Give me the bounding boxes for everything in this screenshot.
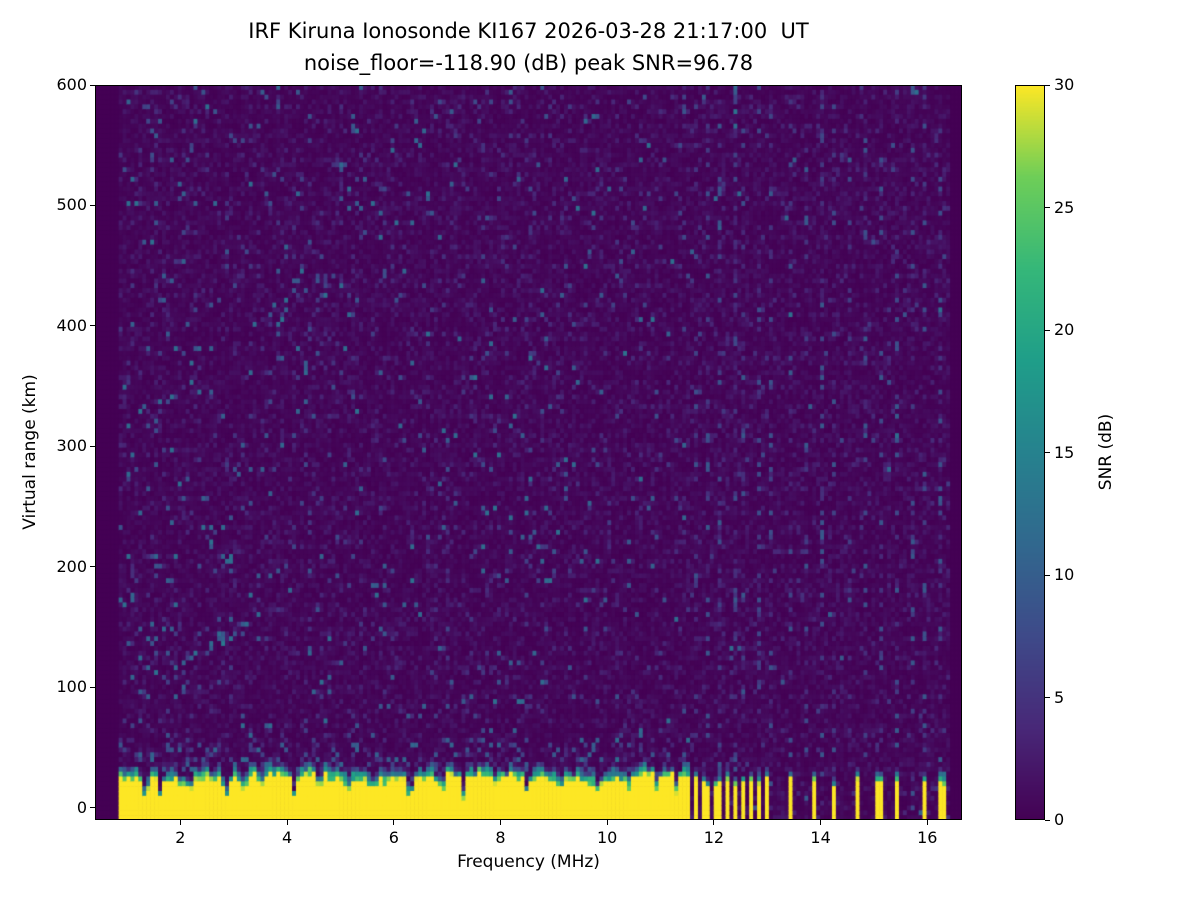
x-tick-label: 6 bbox=[388, 828, 399, 847]
ionogram-heatmap bbox=[95, 85, 962, 820]
y-tick-label: 200 bbox=[56, 556, 87, 576]
y-tick bbox=[90, 445, 95, 447]
colorbar bbox=[1015, 85, 1045, 820]
y-tick-label: 500 bbox=[56, 195, 87, 215]
y-tick-label: 0 bbox=[76, 797, 87, 817]
y-tick bbox=[90, 325, 95, 327]
y-tick bbox=[90, 686, 95, 688]
y-tick bbox=[90, 566, 95, 568]
x-tick-label: 14 bbox=[810, 828, 831, 847]
colorbar-tick-label: 20 bbox=[1054, 320, 1075, 339]
colorbar-label: SNR (dB) bbox=[1096, 413, 1116, 491]
colorbar-tick-label: 10 bbox=[1054, 565, 1075, 584]
x-tick-label: 12 bbox=[703, 828, 725, 847]
colorbar-tick-label: 5 bbox=[1054, 687, 1065, 707]
x-tick bbox=[393, 820, 395, 825]
colorbar-tick-label: 0 bbox=[1054, 810, 1065, 829]
x-tick-label: 16 bbox=[917, 828, 938, 847]
y-tick bbox=[90, 204, 95, 206]
y-tick-label: 600 bbox=[56, 75, 87, 94]
chart-title: IRF Kiruna Ionosonde KI167 2026-03-28 21… bbox=[95, 15, 962, 79]
chart-title-line2: noise_floor=-118.90 (dB) peak SNR=96.78 bbox=[303, 51, 754, 75]
y-tick bbox=[90, 807, 95, 809]
colorbar-tick-label: 15 bbox=[1054, 442, 1075, 462]
x-tick bbox=[926, 820, 928, 825]
colorbar-tick bbox=[1045, 207, 1050, 208]
x-tick-label: 2 bbox=[175, 828, 186, 847]
y-tick-label: 300 bbox=[56, 436, 87, 456]
x-tick bbox=[499, 820, 501, 825]
colorbar-tick bbox=[1045, 574, 1050, 576]
x-tick-label: 10 bbox=[597, 828, 618, 847]
colorbar-tick bbox=[1045, 329, 1050, 331]
colorbar-tick bbox=[1045, 452, 1050, 453]
x-tick-label: 4 bbox=[281, 828, 293, 847]
x-tick-label: 8 bbox=[495, 828, 506, 847]
x-axis-label: Frequency (MHz) bbox=[457, 852, 600, 872]
colorbar-tick-label: 25 bbox=[1054, 197, 1075, 217]
x-tick bbox=[179, 820, 181, 825]
colorbar-tick bbox=[1045, 84, 1050, 86]
colorbar-tick-label: 30 bbox=[1054, 75, 1075, 94]
x-tick bbox=[606, 820, 608, 825]
x-tick bbox=[286, 820, 288, 825]
y-tick-label: 100 bbox=[56, 677, 87, 697]
chart-title-line1: IRF Kiruna Ionosonde KI167 2026-03-28 21… bbox=[248, 19, 809, 43]
colorbar-tick bbox=[1045, 819, 1050, 821]
x-tick bbox=[820, 820, 822, 825]
y-tick-label: 400 bbox=[56, 315, 87, 335]
colorbar-tick bbox=[1045, 697, 1050, 698]
x-tick bbox=[713, 820, 715, 825]
y-tick bbox=[90, 84, 95, 86]
